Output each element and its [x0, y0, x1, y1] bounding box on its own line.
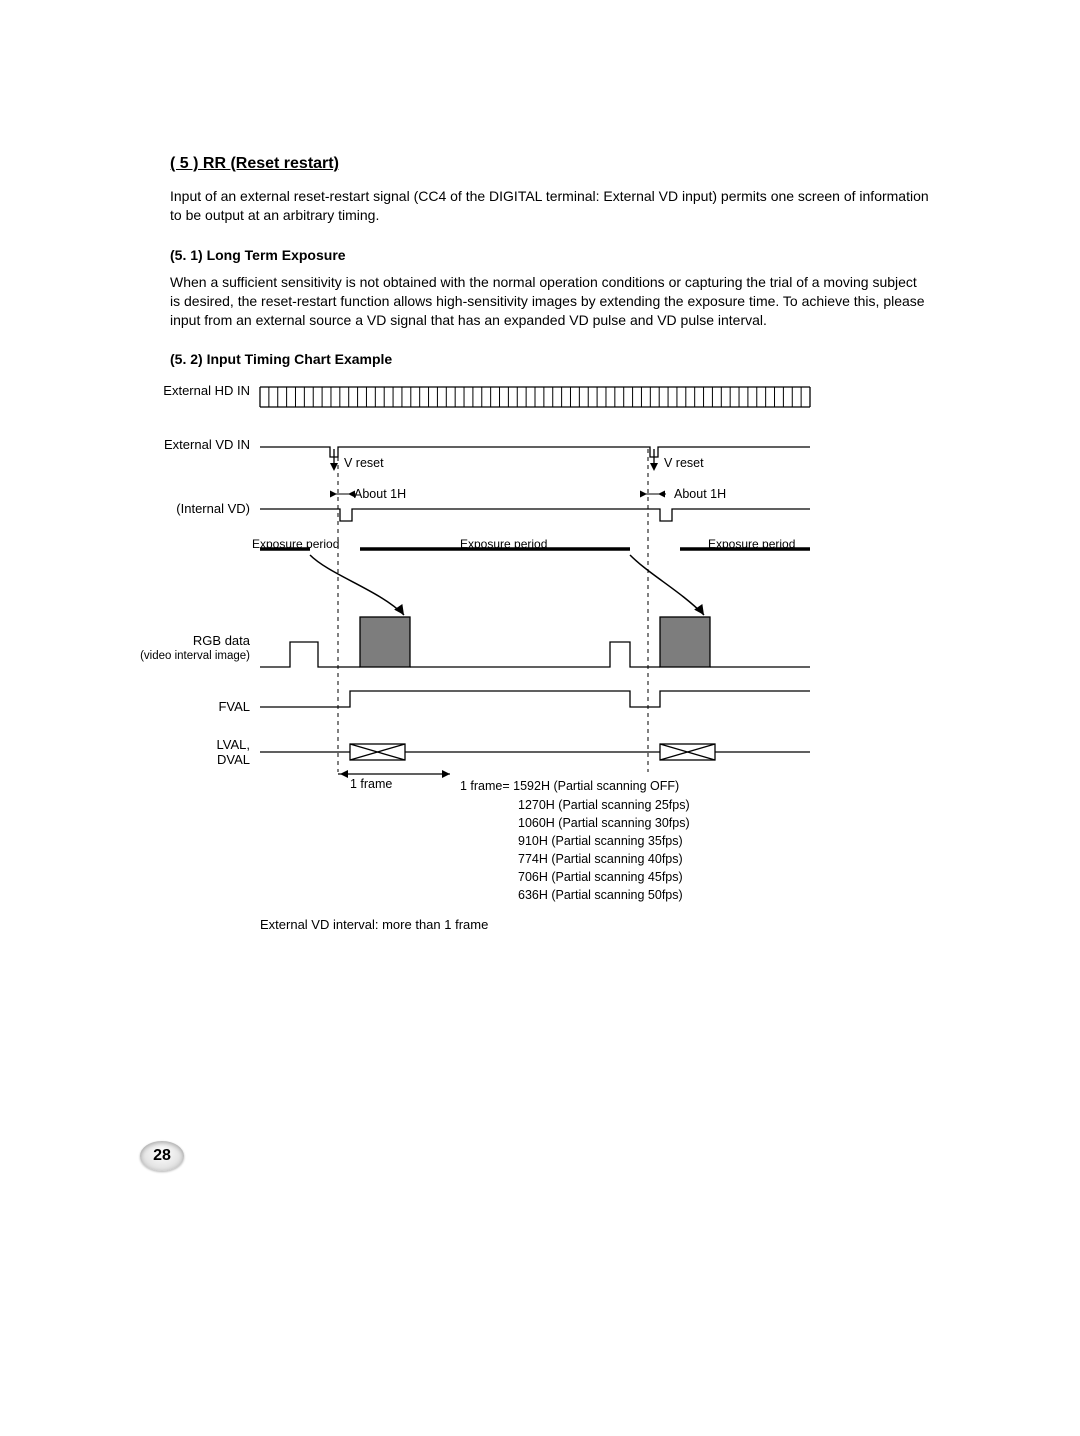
annot-exposure-3: Exposure period [708, 537, 795, 551]
annot-vreset-2: V reset [664, 456, 704, 470]
frame-line-1: 1270H (Partial scanning 25fps) [460, 796, 690, 814]
annot-exposure-1: Exposure period [252, 537, 339, 551]
annot-about1h-2: About 1H [674, 487, 726, 501]
annot-ext-vd-note: External VD interval: more than 1 frame [260, 917, 488, 932]
content-area: ( 5 ) RR (Reset restart) Input of an ext… [170, 155, 930, 937]
annot-1frame: 1 frame [350, 777, 392, 791]
frame-line-0: 1 frame= 1592H (Partial scanning OFF) [460, 777, 690, 795]
chart-svg [170, 377, 820, 797]
timing-chart: External HD IN External VD IN (Internal … [170, 377, 930, 937]
frame-line-6: 636H (Partial scanning 50fps) [460, 886, 690, 904]
annot-about1h-1: About 1H [354, 487, 406, 501]
page: ( 5 ) RR (Reset restart) Input of an ext… [0, 0, 1080, 1436]
annot-vreset-1: V reset [344, 456, 384, 470]
frame-line-2: 1060H (Partial scanning 30fps) [460, 814, 690, 832]
frame-line-4: 774H (Partial scanning 40fps) [460, 850, 690, 868]
frame-line-5: 706H (Partial scanning 45fps) [460, 868, 690, 886]
section-intro: Input of an external reset-restart signa… [170, 187, 930, 225]
frame-table: 1 frame= 1592H (Partial scanning OFF) 12… [460, 777, 690, 904]
section-title: ( 5 ) RR (Reset restart) [170, 155, 930, 173]
sub1-title: (5. 1) Long Term Exposure [170, 247, 930, 263]
sub1-body: When a sufficient sensitivity is not obt… [170, 273, 930, 330]
page-number-badge: 28 [140, 1141, 184, 1171]
frame-line-3: 910H (Partial scanning 35fps) [460, 832, 690, 850]
annot-exposure-2: Exposure period [460, 537, 547, 551]
sub2-title: (5. 2) Input Timing Chart Example [170, 351, 930, 367]
